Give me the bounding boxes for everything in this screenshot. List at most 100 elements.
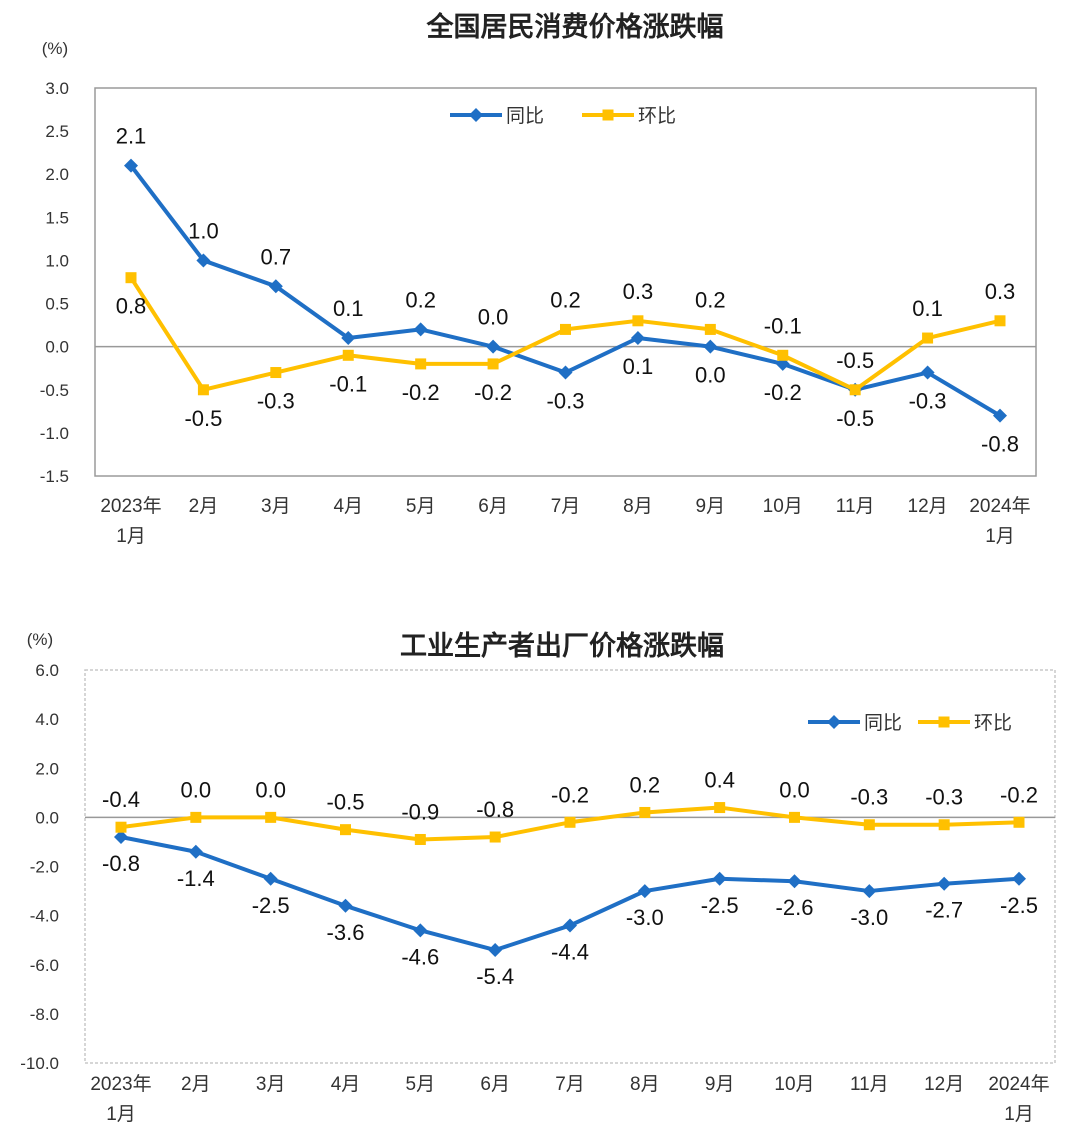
data-point (787, 874, 802, 889)
x-tick-label: 9月 (705, 1074, 735, 1095)
x-tick-label: 1月 (106, 1104, 136, 1125)
data-point (196, 253, 211, 268)
plot-area (94, 87, 1037, 477)
legend-label: 环比 (638, 105, 676, 127)
y-axis-unit: (%) (42, 39, 68, 58)
data-label: -0.5 (327, 790, 365, 815)
chart-title: 全国居民消费价格涨跌幅 (426, 11, 724, 42)
data-label: -0.2 (1000, 782, 1038, 807)
data-point (341, 331, 356, 346)
legend-label: 同比 (864, 712, 902, 734)
data-label: -0.8 (981, 432, 1019, 457)
legend-marker (602, 109, 614, 121)
data-label: -0.8 (476, 797, 514, 822)
data-label: -4.6 (401, 944, 439, 969)
data-point (487, 358, 499, 370)
data-label: 0.3 (623, 279, 654, 304)
data-point (268, 279, 283, 294)
series-mom: -0.4 0.0 0.0 -0.5 -0.9 -0.8 -0.2 0.2 0.4 0.0 -0.3 -… (102, 768, 1038, 845)
data-point (938, 819, 950, 831)
data-point (1012, 871, 1026, 886)
x-tick-label: 1月 (1004, 1104, 1034, 1125)
data-label: 0.0 (478, 305, 509, 330)
y-tick-label: 4.0 (35, 710, 59, 729)
x-tick-label: 2023年 (100, 495, 161, 517)
data-point (637, 884, 652, 899)
x-tick-label: 2月 (189, 496, 219, 517)
data-label: -2.5 (701, 893, 739, 918)
legend-marker (827, 715, 841, 729)
data-label: -3.0 (626, 905, 664, 930)
data-point (863, 819, 875, 831)
y-tick-label: -10.0 (20, 1054, 59, 1073)
data-point (188, 844, 203, 859)
data-point (263, 871, 278, 886)
y-tick-label: -4.0 (30, 907, 59, 926)
data-point (632, 315, 644, 327)
data-label: -0.5 (836, 406, 874, 431)
data-label: -0.1 (764, 313, 802, 338)
data-point (265, 811, 277, 823)
data-label: 0.2 (695, 287, 726, 312)
data-label: 2.1 (116, 124, 147, 149)
x-tick-label: 2024年 (969, 495, 1030, 517)
legend-marker (469, 108, 483, 122)
x-tick-label: 1月 (985, 526, 1015, 547)
data-label: 0.8 (116, 294, 147, 319)
series-yoy: -0.8 -1.4 -2.5 -3.6 -4.6 -5.4 -4.4 -3.0 -2.5 -2.6… (102, 830, 1038, 989)
data-label: -0.9 (401, 799, 439, 824)
data-label: 0.2 (630, 772, 661, 797)
data-point (197, 384, 209, 396)
y-tick-label: -2.0 (30, 858, 59, 877)
y-tick-label: 0.0 (35, 808, 59, 827)
data-point (486, 339, 501, 354)
data-point (862, 884, 877, 899)
data-label: 0.0 (779, 777, 810, 802)
data-point (789, 811, 800, 823)
data-point (415, 358, 427, 370)
y-tick-label: 3.0 (45, 79, 69, 98)
data-point (1013, 816, 1025, 828)
x-tick-label: 4月 (333, 496, 363, 517)
data-point (993, 408, 1007, 423)
x-tick-label: 2023年 (90, 1073, 151, 1095)
data-point (114, 830, 128, 845)
data-label: 0.7 (261, 244, 292, 269)
series-mom: 0.8 -0.5 -0.3 -0.1 -0.2 -0.2 0.2 0.3 0.2 -0.1 -0.5… (116, 272, 1015, 431)
data-label: 0.1 (333, 296, 364, 321)
data-label: -2.7 (925, 898, 963, 923)
y-tick-label: -8.0 (30, 1005, 59, 1024)
x-tick-label: 8月 (623, 496, 653, 517)
data-label: -0.2 (402, 380, 440, 405)
y-tick-label: 6.0 (35, 661, 59, 680)
x-tick-label: 4月 (331, 1074, 361, 1095)
data-point (563, 918, 577, 933)
data-label: -0.5 (836, 348, 874, 373)
data-point (714, 802, 726, 814)
x-tick-label: 12月 (924, 1074, 964, 1095)
data-point (125, 272, 137, 284)
x-tick-label: 8月 (630, 1074, 660, 1095)
chart-1: 全国居民消费价格涨跌幅 (%) 3.0 2.5 2.0 1.5 1.0 0.5 0.0 -0.5 -… (40, 11, 1037, 547)
data-point (413, 322, 428, 337)
x-tick-label: 10月 (774, 1074, 814, 1095)
data-point (190, 811, 202, 823)
y-tick-label: -1.0 (40, 424, 69, 443)
y-tick-label: 0.5 (45, 295, 69, 314)
y-tick-label: 2.0 (45, 165, 69, 184)
data-label: -2.5 (1000, 893, 1038, 918)
x-tick-label: 1月 (116, 526, 146, 547)
y-tick-label: 0.0 (45, 338, 69, 357)
data-label: -2.5 (252, 893, 290, 918)
x-tick-label: 3月 (256, 1074, 286, 1095)
data-point (849, 384, 861, 396)
data-label: 0.1 (623, 354, 654, 379)
legend-label: 同比 (506, 105, 544, 127)
x-tick-label: 7月 (551, 496, 581, 517)
data-label: 0.0 (255, 777, 286, 802)
data-label: -0.3 (909, 389, 947, 414)
data-label: 0.1 (912, 296, 943, 321)
data-point (712, 871, 727, 886)
data-label: -3.6 (327, 920, 365, 945)
